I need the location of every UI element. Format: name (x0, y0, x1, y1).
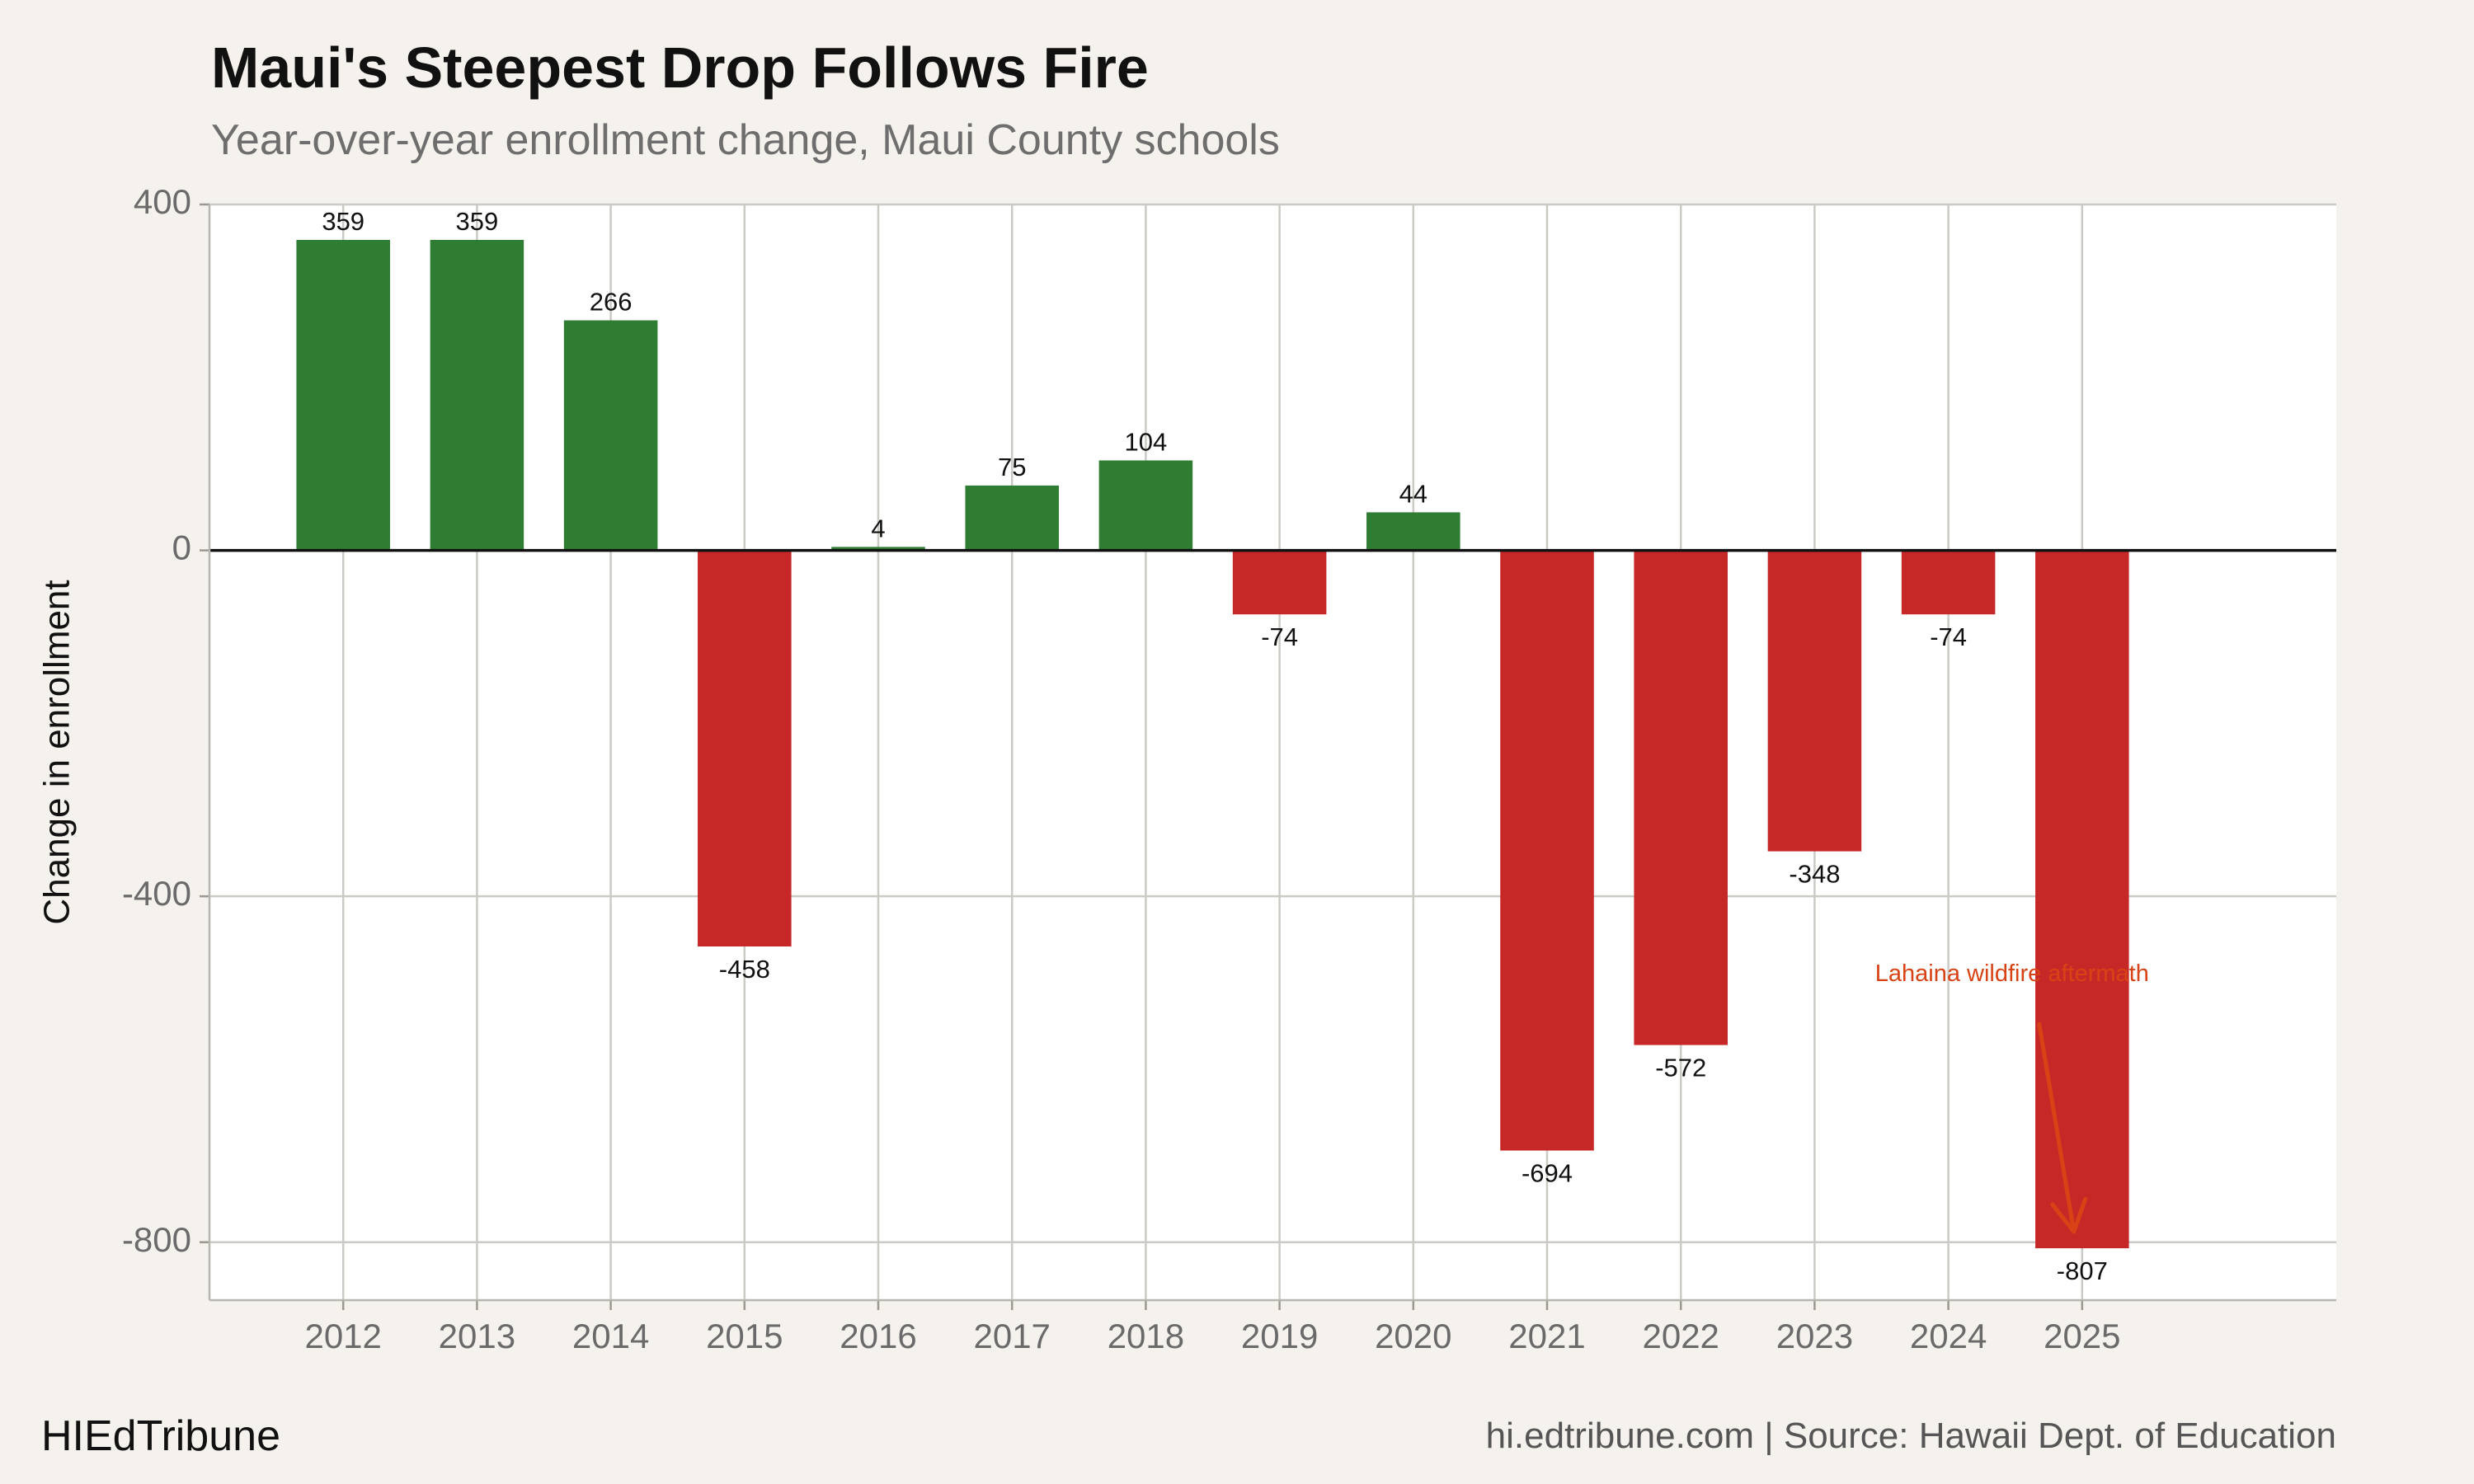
bar-2024 (1901, 550, 1996, 615)
annotation: Lahaina wildfire aftermath (1875, 960, 2149, 1234)
data-label-2015: -458 (719, 955, 770, 984)
data-label-2021: -694 (1522, 1159, 1573, 1188)
data-label-2016: 4 (871, 514, 885, 542)
bar-2020 (1366, 512, 1460, 551)
bar-2015 (698, 550, 792, 946)
annotation-arrow-shaft (2037, 1021, 2077, 1234)
data-label-2023: -348 (1789, 860, 1840, 889)
data-label-2019: -74 (1261, 622, 1298, 651)
x-tick-label: 2013 (439, 1317, 515, 1355)
x-tick-label: 2016 (840, 1317, 916, 1355)
data-label-2018: 104 (1125, 427, 1168, 456)
data-labels: 359 359 266 -458 4 75 104 -74 44 -694 -572 -348 -74 -… (322, 207, 2108, 1285)
bar-2013 (430, 240, 524, 551)
x-tick-label: 2015 (706, 1317, 783, 1355)
data-label-2022: -572 (1655, 1054, 1706, 1082)
bar-2016 (831, 547, 925, 551)
x-tick-label: 2023 (1776, 1317, 1853, 1355)
x-tick-label: 2017 (973, 1317, 1050, 1355)
data-label-2025: -807 (2057, 1256, 2108, 1285)
bar-2021 (1500, 550, 1594, 1151)
annotation-arrow-head (2050, 1196, 2088, 1234)
axes: 400 0 -400 -800 2012 2013 2014 2015 2016 2017 2018… (122, 182, 2336, 1355)
x-tick-label: 2018 (1108, 1317, 1184, 1355)
brand-name: HIEdTribune (41, 1412, 280, 1460)
x-tick-label: 2014 (572, 1317, 649, 1355)
x-tick-label: 2012 (304, 1317, 381, 1355)
annotation-label: Lahaina wildfire aftermath (1875, 960, 2149, 987)
y-tick-label: -800 (122, 1220, 191, 1259)
bar-2019 (1232, 550, 1327, 615)
bar-2018 (1098, 460, 1193, 551)
data-label-2017: 75 (998, 453, 1026, 481)
x-tick-label: 2022 (1642, 1317, 1719, 1355)
source-note: hi.edtribune.com | Source: Hawaii Dept. … (1485, 1416, 2336, 1456)
plot-panel (209, 204, 2336, 1300)
x-tick-label: 2025 (2044, 1317, 2120, 1355)
data-label-2020: 44 (1399, 479, 1427, 508)
y-tick-label: 0 (172, 528, 191, 567)
x-tick-label: 2019 (1241, 1317, 1318, 1355)
y-tick-label: 400 (134, 182, 191, 221)
y-axis-title: Change in enrollment (37, 580, 78, 924)
x-tick-label: 2021 (1508, 1317, 1585, 1355)
bar-2022 (1634, 550, 1728, 1045)
bar-2014 (563, 320, 658, 551)
bars (296, 240, 2129, 1249)
y-tick-label: -400 (122, 874, 191, 913)
x-tick-label: 2024 (1910, 1317, 1987, 1355)
data-label-2014: 266 (590, 288, 633, 317)
bar-2017 (965, 485, 1059, 551)
data-label-2012: 359 (322, 207, 365, 236)
chart-title: Maui's Steepest Drop Follows Fire (211, 35, 1149, 100)
bar-2012 (296, 240, 390, 551)
bar-2025 (2035, 550, 2129, 1249)
data-label-2024: -74 (1930, 622, 1967, 651)
data-label-2013: 359 (456, 207, 499, 236)
x-tick-label: 2020 (1375, 1317, 1451, 1355)
bar-2023 (1767, 550, 1862, 852)
chart-subtitle: Year-over-year enrollment change, Maui C… (211, 116, 1280, 164)
